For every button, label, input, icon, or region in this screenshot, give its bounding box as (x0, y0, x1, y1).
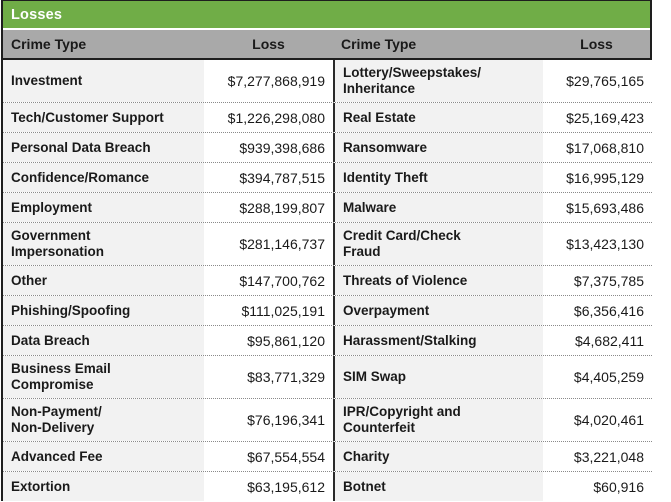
loss-cell: $67,554,554 (204, 442, 333, 471)
loss-cell: $16,995,129 (543, 163, 652, 192)
table-row: Government Impersonation $281,146,737 Cr… (3, 222, 652, 265)
crime-type-cell: Confidence/Romance (3, 163, 204, 192)
table-row: Data Breach $95,861,120 Harassment/Stalk… (3, 325, 652, 355)
header-loss-1: Loss (252, 36, 285, 52)
crime-type-cell: Employment (3, 193, 204, 222)
loss-cell: $147,700,762 (204, 266, 333, 295)
loss-cell: $7,375,785 (543, 266, 652, 295)
table-row: Tech/Customer Support $1,226,298,080 Rea… (3, 102, 652, 132)
loss-cell: $3,221,048 (543, 442, 652, 471)
loss-cell: $394,787,515 (204, 163, 333, 192)
loss-cell: $17,068,810 (543, 133, 652, 162)
loss-cell: $281,146,737 (204, 223, 333, 265)
header-loss-2: Loss (580, 36, 613, 52)
crime-type-cell: Advanced Fee (3, 442, 204, 471)
crime-type-cell: Investment (3, 60, 204, 102)
table-row: Advanced Fee $67,554,554 Charity $3,221,… (3, 441, 652, 471)
table-title: Losses (11, 6, 63, 23)
loss-cell: $6,356,416 (543, 296, 652, 325)
losses-table: Losses Crime Type Loss Crime Type Loss I… (1, 0, 652, 501)
crime-type-cell: Tech/Customer Support (3, 103, 204, 132)
crime-type-cell: Personal Data Breach (3, 133, 204, 162)
crime-type-cell: Harassment/Stalking (333, 326, 543, 355)
header-crime-type-1: Crime Type (11, 36, 87, 52)
crime-type-cell: Data Breach (3, 326, 204, 355)
crime-type-cell: Threats of Violence (333, 266, 543, 295)
loss-cell: $939,398,686 (204, 133, 333, 162)
loss-cell: $60,916 (543, 472, 652, 501)
table-header-block: Losses Crime Type Loss Crime Type Loss (3, 0, 652, 60)
crime-type-cell: SIM Swap (333, 356, 543, 398)
crime-type-cell: Botnet (333, 472, 543, 501)
loss-cell: $63,195,612 (204, 472, 333, 501)
table-row: Phishing/Spoofing $111,025,191 Overpayme… (3, 295, 652, 325)
loss-cell: $83,771,329 (204, 356, 333, 398)
crime-type-cell: Identity Theft (333, 163, 543, 192)
loss-cell: $95,861,120 (204, 326, 333, 355)
crime-type-cell: Charity (333, 442, 543, 471)
loss-cell: $25,169,423 (543, 103, 652, 132)
crime-type-cell: Business Email Compromise (3, 356, 204, 398)
crime-type-cell: Overpayment (333, 296, 543, 325)
column-header-row: Crime Type Loss Crime Type Loss (3, 30, 650, 58)
table-body: Investment $7,277,868,919 Lottery/Sweeps… (3, 60, 652, 501)
crime-type-cell: Credit Card/Check Fraud (333, 223, 543, 265)
table-title-bar: Losses (3, 1, 650, 30)
table-row: Business Email Compromise $83,771,329 SI… (3, 355, 652, 398)
crime-type-cell: Non-Payment/ Non-Delivery (3, 399, 204, 441)
loss-cell: $7,277,868,919 (204, 60, 333, 102)
table-row: Confidence/Romance $394,787,515 Identity… (3, 162, 652, 192)
table-row: Extortion $63,195,612 Botnet $60,916 (3, 471, 652, 501)
crime-type-cell: IPR/Copyright and Counterfeit (333, 399, 543, 441)
table-row: Non-Payment/ Non-Delivery $76,196,341 IP… (3, 398, 652, 441)
loss-cell: $4,405,259 (543, 356, 652, 398)
table-row: Investment $7,277,868,919 Lottery/Sweeps… (3, 60, 652, 102)
loss-cell: $4,682,411 (543, 326, 652, 355)
loss-cell: $29,765,165 (543, 60, 652, 102)
table-row: Other $147,700,762 Threats of Violence $… (3, 265, 652, 295)
table-row: Employment $288,199,807 Malware $15,693,… (3, 192, 652, 222)
crime-type-cell: Extortion (3, 472, 204, 501)
crime-type-cell: Real Estate (333, 103, 543, 132)
crime-type-cell: Malware (333, 193, 543, 222)
crime-type-cell: Ransomware (333, 133, 543, 162)
crime-type-cell: Other (3, 266, 204, 295)
crime-type-cell: Government Impersonation (3, 223, 204, 265)
table-row: Personal Data Breach $939,398,686 Ransom… (3, 132, 652, 162)
crime-type-cell: Phishing/Spoofing (3, 296, 204, 325)
loss-cell: $111,025,191 (204, 296, 333, 325)
loss-cell: $15,693,486 (543, 193, 652, 222)
loss-cell: $4,020,461 (543, 399, 652, 441)
header-crime-type-2: Crime Type (341, 36, 417, 52)
loss-cell: $76,196,341 (204, 399, 333, 441)
loss-cell: $13,423,130 (543, 223, 652, 265)
loss-cell: $288,199,807 (204, 193, 333, 222)
crime-type-cell: Lottery/Sweepstakes/ Inheritance (333, 60, 543, 102)
loss-cell: $1,226,298,080 (204, 103, 333, 132)
